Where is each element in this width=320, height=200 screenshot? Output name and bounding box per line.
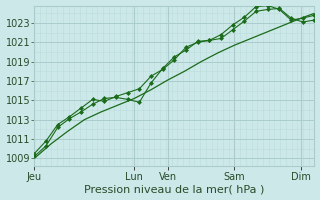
X-axis label: Pression niveau de la mer( hPa ): Pression niveau de la mer( hPa ) xyxy=(84,184,265,194)
